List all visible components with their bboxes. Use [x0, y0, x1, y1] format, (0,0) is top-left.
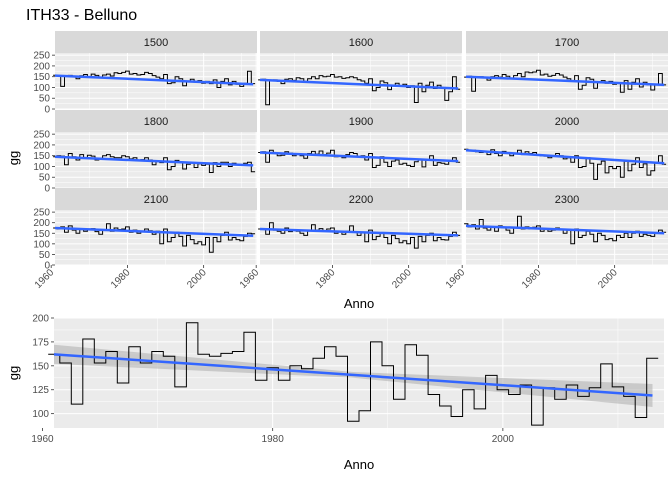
- x-tick-label: 1980: [262, 434, 285, 445]
- chart-title: ITH33 - Belluno: [26, 7, 137, 24]
- y-tick-label: 100: [33, 162, 50, 173]
- panel-1700: [461, 53, 668, 110]
- facet-y-axis-title: gg: [6, 151, 21, 165]
- y-tick-label: 150: [33, 229, 50, 240]
- y-tick-label: 200: [32, 314, 49, 325]
- trend-line: [53, 353, 653, 397]
- y-tick-label: 250: [33, 208, 50, 219]
- facet-strip: [260, 110, 462, 132]
- y-tick-label: 150: [33, 151, 50, 162]
- panel-2200: 1960 1980 2000: [238, 210, 462, 291]
- y-tick-label: 100: [32, 409, 49, 420]
- x-axis-title: Anno: [344, 457, 374, 472]
- x-tick-label: 1960: [31, 434, 54, 445]
- y-tick-label: 0: [44, 184, 50, 195]
- panel-main: 100 125 150 175 200 1960 1980 2000: [31, 314, 664, 445]
- y-tick-label: 250: [33, 51, 50, 62]
- y-tick-label: 200: [33, 140, 50, 151]
- trend-line: [54, 226, 254, 238]
- trend-line: [465, 149, 665, 165]
- x-tick-label: 1980: [314, 267, 338, 291]
- facet-label: 1600: [349, 37, 373, 49]
- facet-label: 1900: [349, 116, 373, 128]
- y-tick-label: 0: [44, 105, 50, 116]
- panel-1600: [255, 53, 462, 110]
- y-tick-label: 200: [33, 61, 50, 72]
- y-tick-label: 150: [33, 72, 50, 83]
- panel-2000: [461, 132, 668, 189]
- panel-2300: 1960 1980 2000: [444, 210, 668, 291]
- facet-label: 1800: [144, 116, 168, 128]
- x-tick-label: 1960: [33, 267, 57, 291]
- facet-strip: [260, 31, 462, 53]
- x-tick-label: 2000: [390, 267, 414, 291]
- series-step-line: [48, 322, 659, 426]
- facet-label: 2100: [144, 194, 168, 206]
- panel-background: [466, 210, 668, 265]
- series-step-line: [53, 70, 256, 88]
- facet-strip: [466, 31, 668, 53]
- panel-1900: [255, 132, 462, 189]
- panel-background: [466, 132, 668, 188]
- trend-line: [259, 78, 459, 90]
- y-axis-title: gg: [6, 366, 21, 380]
- series-step-line: [464, 215, 667, 245]
- trend-line: [465, 75, 665, 87]
- x-tick-label: 2000: [492, 434, 515, 445]
- trend-line: [259, 227, 459, 237]
- y-tick-label: 0: [44, 261, 50, 272]
- series-step-line: [258, 74, 461, 106]
- y-tick-label: 50: [39, 173, 51, 184]
- x-tick-label: 1980: [520, 267, 544, 291]
- trend-line: [465, 224, 665, 235]
- x-tick-label: 2000: [185, 267, 209, 291]
- y-tick-label: 50: [39, 250, 51, 261]
- series-step-line: [464, 148, 667, 180]
- panel-background: [260, 210, 462, 265]
- y-tick-label: 100: [33, 239, 50, 250]
- y-tick-label: 100: [33, 83, 50, 94]
- panel-background: [55, 210, 257, 265]
- y-tick-label: 125: [32, 385, 49, 396]
- x-tick-label: 1980: [109, 267, 133, 291]
- facet-x-axis-title: Anno: [344, 296, 374, 311]
- facet-label: 2200: [349, 194, 373, 206]
- facet-strip: [466, 188, 668, 210]
- x-tick-label: 1960: [238, 267, 262, 291]
- facet-label: 2300: [555, 194, 579, 206]
- bottom-chart: 100 125 150 175 200 1960 1980 2000 Anno gg: [6, 314, 664, 472]
- trend-line: [54, 155, 254, 167]
- facet-strip: [55, 188, 257, 210]
- facet-strip: [55, 31, 257, 53]
- facet-strip: [466, 110, 668, 132]
- x-tick-label: 2000: [596, 267, 620, 291]
- y-tick-label: 50: [39, 94, 51, 105]
- facet-label: 1700: [555, 37, 579, 49]
- trend-line: [54, 74, 254, 86]
- y-tick-label: 150: [32, 361, 49, 372]
- facet-label: 2000: [555, 116, 579, 128]
- facet-strip: [55, 110, 257, 132]
- trend-line: [259, 151, 459, 163]
- y-tick-label: 175: [32, 337, 49, 348]
- y-tick-label: 200: [33, 218, 50, 229]
- facet-label: 1500: [144, 37, 168, 49]
- facet-strip: [260, 188, 462, 210]
- y-tick-label: 250: [33, 130, 50, 141]
- x-tick-label: 1960: [444, 267, 468, 291]
